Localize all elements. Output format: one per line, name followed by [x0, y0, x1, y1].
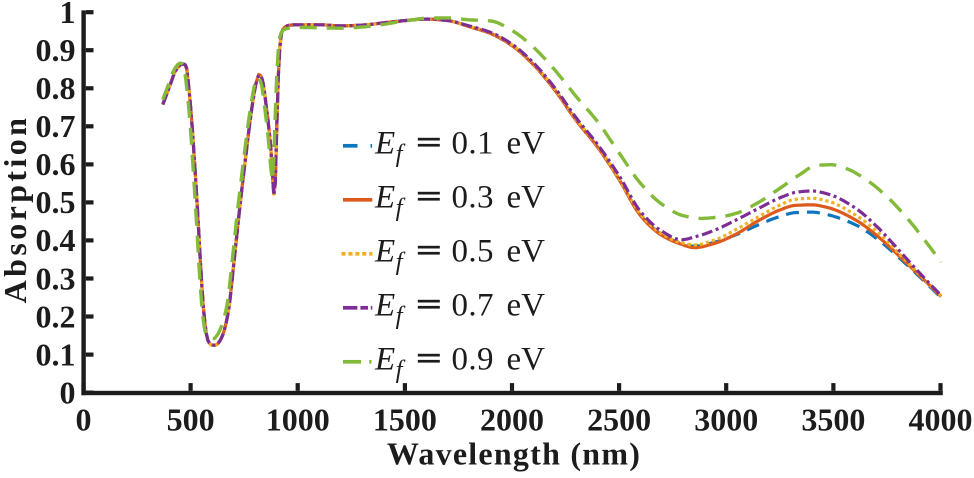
svg-text:Ef: Ef: [374, 341, 406, 383]
svg-text:0.1: 0.1: [36, 336, 76, 372]
svg-text:0.1: 0.1: [452, 125, 494, 161]
svg-text:0.3: 0.3: [452, 179, 494, 215]
svg-text:0.8: 0.8: [36, 70, 76, 106]
svg-text:0: 0: [60, 374, 76, 410]
svg-text:3500: 3500: [801, 402, 865, 438]
svg-text:eV: eV: [507, 179, 546, 215]
svg-text:500: 500: [167, 402, 215, 438]
svg-text:2000: 2000: [480, 402, 544, 438]
svg-text:eV: eV: [507, 125, 546, 161]
svg-text:0.9: 0.9: [36, 32, 76, 68]
svg-text:Ef: Ef: [374, 179, 406, 221]
svg-text:0: 0: [76, 402, 92, 438]
svg-text:0.5: 0.5: [452, 233, 494, 269]
svg-text:0.7: 0.7: [36, 108, 76, 144]
svg-text:Wavelength (nm): Wavelength (nm): [387, 436, 641, 472]
svg-text:0.4: 0.4: [36, 222, 76, 258]
svg-text:Absorption: Absorption: [0, 115, 33, 304]
svg-text:3000: 3000: [694, 402, 758, 438]
svg-text:eV: eV: [507, 233, 546, 269]
svg-text:0.6: 0.6: [36, 146, 76, 182]
svg-text:1: 1: [60, 0, 76, 30]
svg-text:eV: eV: [507, 341, 546, 377]
svg-text:0.2: 0.2: [36, 298, 76, 334]
svg-text:1500: 1500: [373, 402, 437, 438]
svg-text:0.3: 0.3: [36, 260, 76, 296]
svg-text:Ef: Ef: [374, 233, 406, 275]
svg-text:Ef: Ef: [374, 125, 406, 167]
svg-text:0.9: 0.9: [452, 341, 494, 377]
svg-text:0.5: 0.5: [36, 184, 76, 220]
svg-text:2500: 2500: [587, 402, 651, 438]
svg-text:0.7: 0.7: [452, 287, 494, 323]
svg-text:1000: 1000: [266, 402, 330, 438]
svg-text:Ef: Ef: [374, 287, 406, 329]
svg-text:4000: 4000: [909, 402, 973, 438]
svg-text:eV: eV: [507, 287, 546, 323]
